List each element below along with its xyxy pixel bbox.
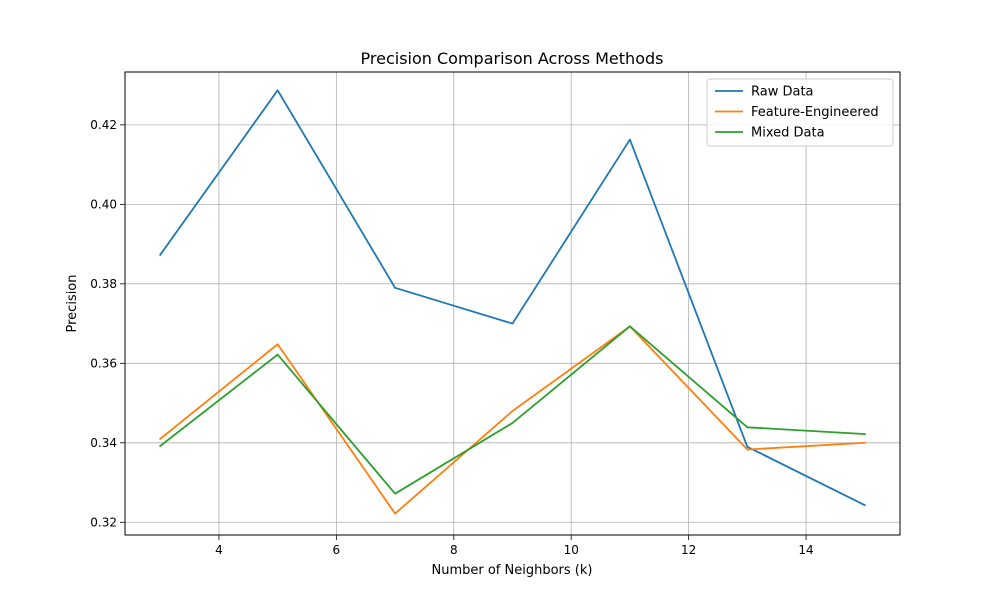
y-tick-label: 0.38	[90, 277, 117, 291]
legend-label-mixed-data: Mixed Data	[751, 126, 825, 141]
y-tick-label: 0.32	[90, 515, 117, 529]
plot-frame	[124, 71, 901, 536]
y-axis-label: Precision	[65, 274, 80, 332]
y-tick-label: 0.36	[90, 356, 117, 370]
x-tick-label: 10	[564, 543, 579, 557]
legend: Raw Data Feature-Engineered Mixed Data	[706, 78, 894, 147]
axis-ticks: 4 6 8 10 12 14 0.32 0.34 0.36 0.38 0.40 0.42	[90, 118, 813, 557]
chart-title: Precision Comparison Across Methods	[361, 49, 664, 68]
series-lines	[158, 89, 866, 515]
y-tick-label: 0.40	[90, 197, 117, 211]
x-tick-label: 6	[333, 543, 341, 557]
x-axis-label: Number of Neighbors (k)	[432, 563, 593, 578]
legend-box	[706, 78, 894, 147]
x-tick-label: 4	[215, 543, 223, 557]
y-tick-label: 0.42	[90, 118, 117, 132]
y-tick-label: 0.34	[90, 436, 117, 450]
series-line-mixed-data	[158, 325, 866, 495]
legend-label-raw-data: Raw Data	[751, 85, 814, 100]
series-line-feature-engineered	[158, 325, 866, 515]
x-tick-label: 14	[798, 543, 813, 557]
legend-label-feature-engineered: Feature-Engineered	[751, 105, 879, 120]
x-tick-label: 8	[450, 543, 458, 557]
x-tick-label: 12	[681, 543, 696, 557]
series-line-raw-data	[158, 89, 866, 507]
